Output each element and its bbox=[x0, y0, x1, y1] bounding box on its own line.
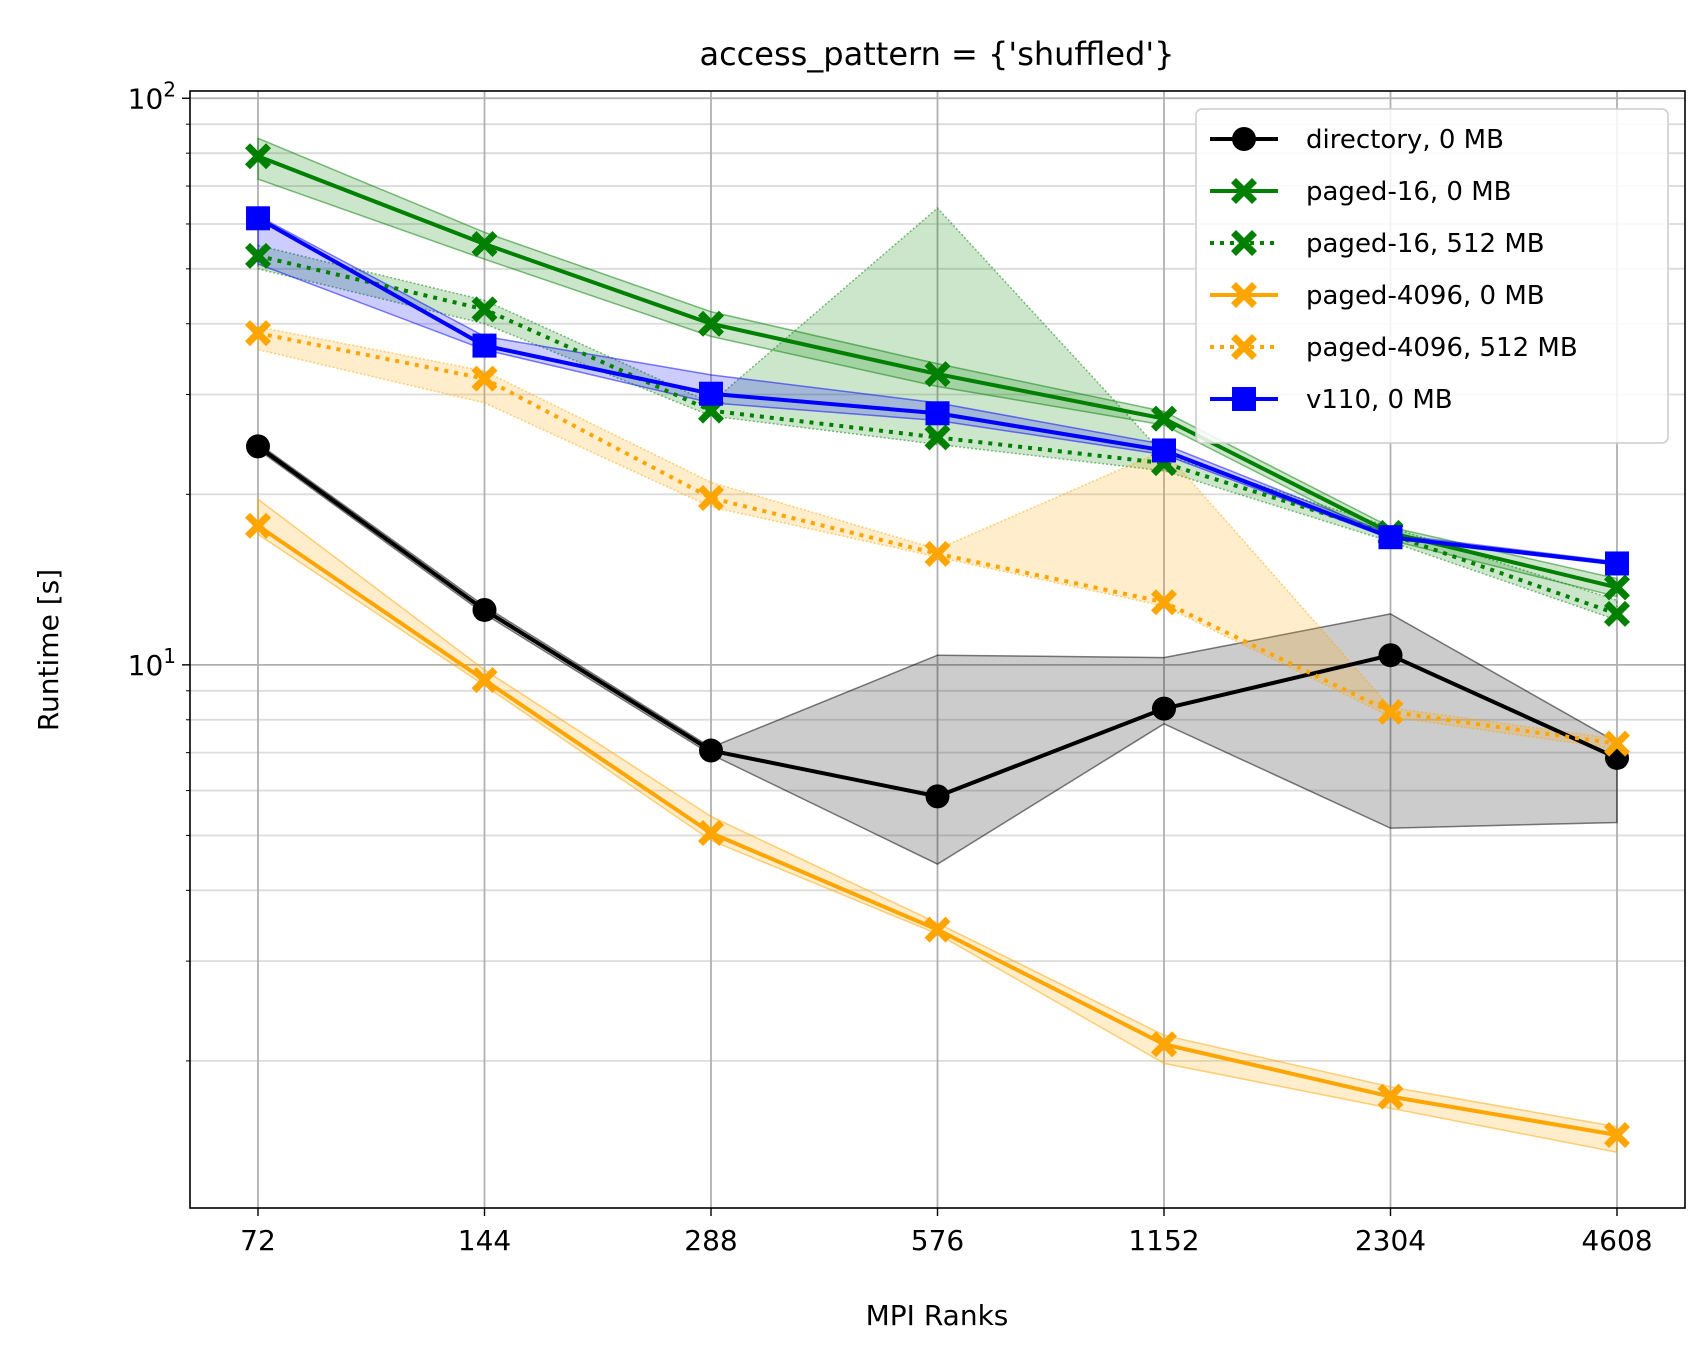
marker-x bbox=[245, 320, 271, 347]
legend-box bbox=[1195, 108, 1669, 444]
marker-x bbox=[245, 143, 271, 170]
x-tick-label: 1152 bbox=[1128, 1224, 1199, 1257]
marker-square bbox=[1232, 387, 1256, 411]
marker-circle bbox=[699, 738, 723, 763]
marker-x bbox=[1231, 334, 1257, 360]
marker-x bbox=[471, 365, 498, 392]
marker-x bbox=[1604, 730, 1630, 757]
marker-x bbox=[1604, 574, 1630, 601]
legend-label: paged-4096, 512 MB bbox=[1306, 333, 1578, 363]
error-band bbox=[257, 497, 1618, 1154]
marker-x bbox=[471, 231, 498, 258]
marker-circle bbox=[925, 784, 950, 809]
marker-x bbox=[924, 916, 951, 943]
marker-x bbox=[245, 242, 271, 269]
y-axis-ticks: 101 102 bbox=[128, 77, 190, 1062]
marker-circle bbox=[1378, 643, 1403, 668]
marker-x bbox=[471, 296, 498, 323]
marker-x bbox=[698, 819, 724, 846]
marker-x bbox=[1151, 1031, 1177, 1058]
error-band bbox=[257, 441, 1618, 865]
marker-x bbox=[698, 485, 724, 512]
y-axis-label: Runtime [s] bbox=[32, 569, 65, 731]
x-tick-label: 72 bbox=[240, 1224, 276, 1257]
x-axis-ticks: 72 144 288 576 1152 2304 4608 bbox=[240, 1208, 1653, 1257]
marker-square bbox=[246, 206, 270, 231]
legend-label: directory, 0 MB bbox=[1306, 125, 1504, 155]
marker-x bbox=[1231, 282, 1257, 308]
marker-x bbox=[1377, 1083, 1404, 1110]
error-band bbox=[257, 137, 1618, 598]
marker-x bbox=[245, 512, 271, 539]
marker-square bbox=[699, 381, 723, 406]
marker-x bbox=[1151, 589, 1177, 616]
marker-circle bbox=[472, 597, 497, 622]
x-tick-label: 576 bbox=[911, 1224, 964, 1257]
legend-label: paged-4096, 0 MB bbox=[1306, 281, 1545, 311]
error-band bbox=[257, 325, 1618, 751]
x-tick-label: 144 bbox=[458, 1224, 511, 1257]
marker-x bbox=[1604, 1121, 1630, 1148]
marker-circle bbox=[246, 434, 270, 459]
marker-x bbox=[1604, 600, 1630, 627]
marker-x bbox=[924, 361, 951, 388]
marker-square bbox=[1605, 551, 1629, 576]
marker-circle bbox=[1152, 696, 1176, 721]
x-tick-label: 2304 bbox=[1355, 1224, 1426, 1257]
legend-label: paged-16, 512 MB bbox=[1306, 229, 1545, 259]
marker-x bbox=[1151, 405, 1177, 432]
chart-title: access_pattern = {'shuffled'} bbox=[699, 35, 1174, 73]
legend-label: paged-16, 0 MB bbox=[1306, 177, 1512, 207]
marker-x bbox=[1231, 178, 1257, 204]
x-tick-label: 4608 bbox=[1581, 1224, 1652, 1257]
marker-square bbox=[925, 401, 950, 426]
marker-x bbox=[924, 540, 951, 567]
x-tick-label: 288 bbox=[684, 1224, 737, 1257]
series-markers bbox=[245, 143, 1630, 1148]
marker-square bbox=[1378, 525, 1403, 550]
y-tick-label: 102 bbox=[128, 77, 176, 115]
marker-x bbox=[471, 667, 498, 694]
marker-square bbox=[472, 333, 497, 358]
marker-circle bbox=[1232, 127, 1256, 151]
marker-x bbox=[924, 424, 951, 451]
legend: directory, 0 MB paged-16, 0 MB paged-16, 5… bbox=[1195, 108, 1669, 444]
marker-square bbox=[1152, 438, 1176, 463]
y-tick-label: 101 bbox=[128, 644, 176, 682]
marker-x bbox=[698, 310, 724, 337]
marker-x bbox=[1231, 230, 1257, 256]
legend-label: v110, 0 MB bbox=[1306, 385, 1453, 415]
x-axis-label: MPI Ranks bbox=[866, 1299, 1009, 1332]
marker-x bbox=[1377, 698, 1404, 725]
